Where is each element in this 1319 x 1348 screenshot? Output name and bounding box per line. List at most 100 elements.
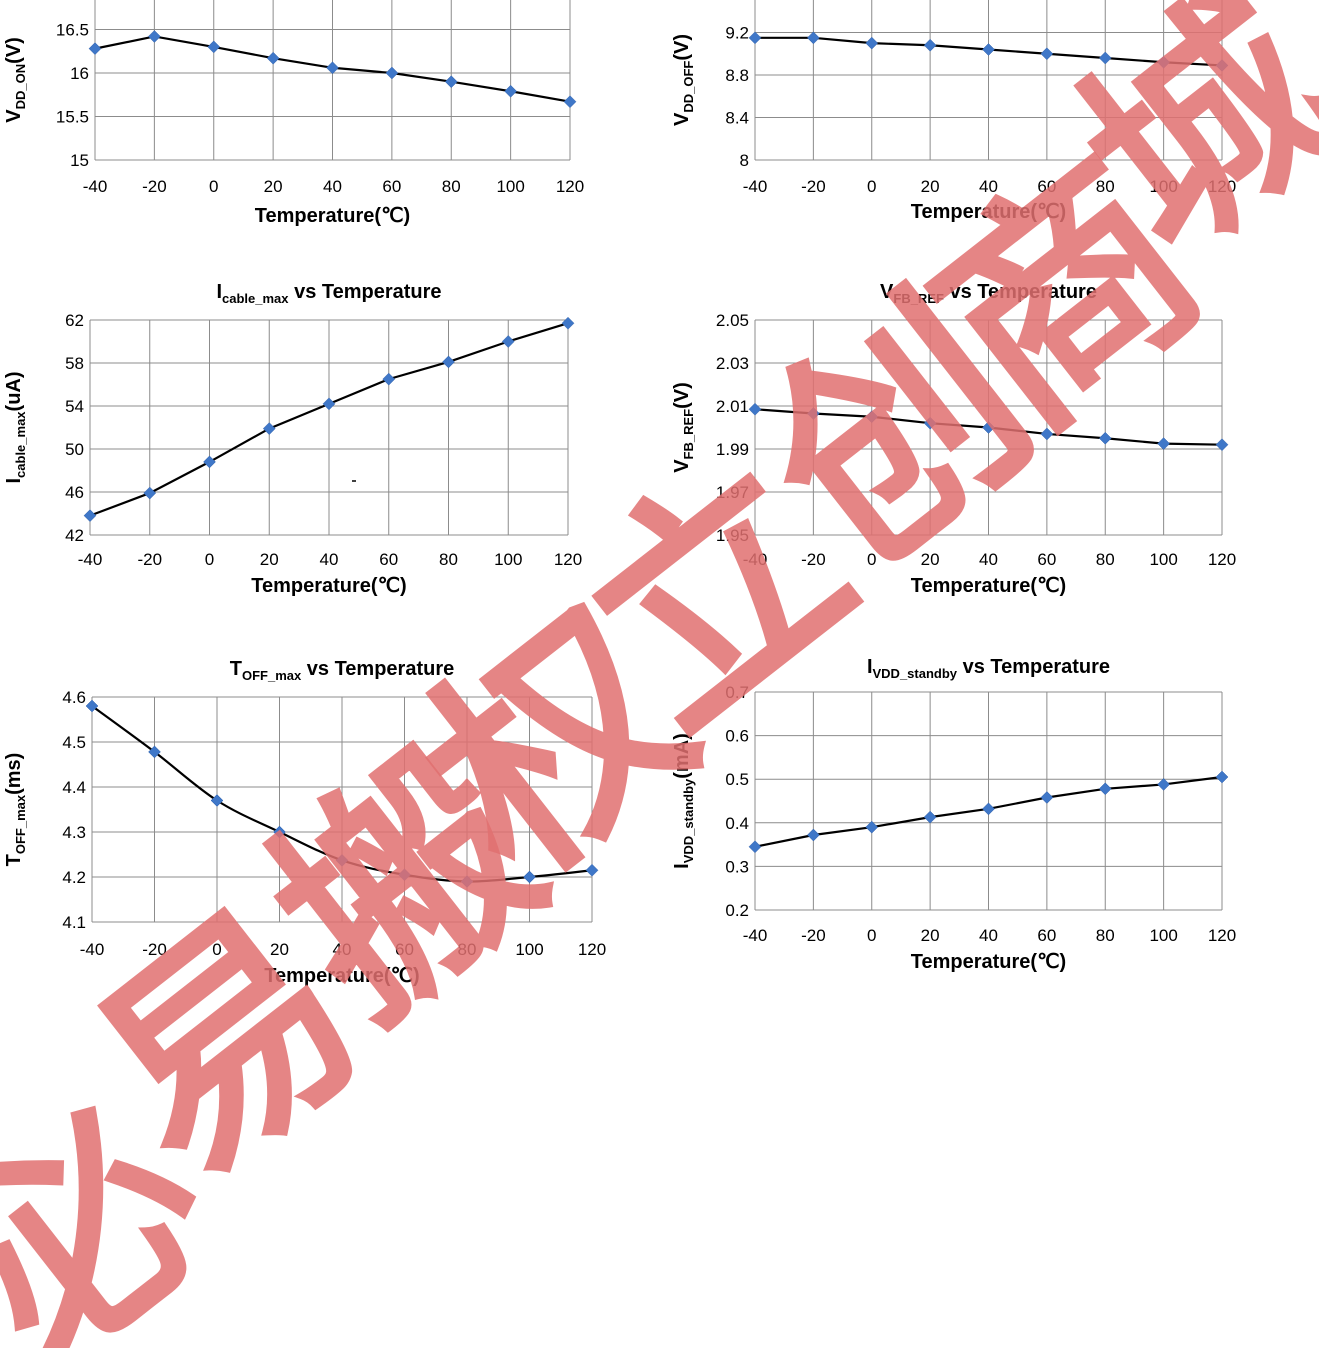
xtick-label: -20: [137, 550, 162, 569]
chart-title-sub: OFF_max: [242, 668, 302, 683]
ytick-label: 0.2: [725, 901, 749, 920]
data-point: [748, 402, 762, 416]
chart-2: 8 8.4 8.8 9.2 -40 -20 0 20 40 60 80 100 120 Temperatu…: [671, 0, 1236, 223]
xtick-label: 120: [1208, 926, 1236, 945]
y-axis-label-main: V: [671, 112, 693, 126]
xtick-label: 0: [867, 926, 876, 945]
ytick-label: 8: [740, 151, 749, 170]
data-point: [504, 84, 517, 98]
xtick-label: -40: [743, 177, 768, 196]
y-axis-label-tail: (mA): [671, 733, 693, 779]
xtick-label: 20: [270, 940, 289, 959]
xtick-label: 100: [515, 940, 543, 959]
ytick-label: 8.8: [725, 66, 749, 85]
xtick-label: 40: [333, 940, 352, 959]
ytick-label: 2.03: [716, 354, 749, 373]
data-point: [262, 422, 276, 435]
y-axis-label-tail: (V): [671, 382, 693, 409]
ytick-label: 0.7: [725, 683, 749, 702]
y-axis-label-main: V: [3, 109, 25, 123]
ytick-label: 46: [65, 483, 84, 502]
xtick-label: 0: [867, 177, 876, 196]
y-axis-label: Icable_max(uA): [3, 371, 28, 483]
xtick-label: 80: [439, 550, 458, 569]
data-point: [982, 421, 995, 434]
xtick-label: 20: [260, 550, 279, 569]
ytick-label: 54: [65, 397, 84, 416]
ytick-label: 0.6: [725, 727, 749, 746]
xtick-label: -20: [801, 177, 826, 196]
data-point: [1215, 770, 1229, 784]
ytick-label: 16.5: [56, 21, 89, 40]
x-axis-label: Temperature(℃): [264, 965, 419, 987]
xtick-label: 100: [1149, 177, 1177, 196]
y-axis-label-tail: (ms): [3, 753, 25, 795]
chart-title-main: I: [216, 281, 222, 303]
data-point: [148, 745, 161, 759]
y-axis-label-main: V: [671, 459, 693, 473]
x-axis-label: Temperature(℃): [911, 575, 1066, 597]
x-axis-label: Temperature(℃): [251, 575, 406, 597]
xtick-label: 120: [1208, 550, 1236, 569]
ytick-label: 9.2: [725, 24, 749, 43]
xtick-label: 0: [209, 177, 218, 196]
chart-title: TOFF_max vs Temperature: [230, 658, 455, 683]
data-point: [326, 61, 339, 75]
y-axis-label-sub: OFF_max: [13, 794, 28, 854]
xtick-label: 60: [1037, 550, 1056, 569]
xtick-label: 80: [1096, 926, 1115, 945]
chart-title: IVDD_standby vs Temperature: [867, 656, 1110, 681]
xtick-label: -20: [801, 926, 826, 945]
y-axis-label-sub: DD_OFF: [681, 61, 696, 113]
xtick-label: 60: [379, 550, 398, 569]
y-axis-label-tail: (V): [3, 37, 25, 64]
xtick-label: 0: [205, 550, 214, 569]
xtick-label: 60: [1037, 926, 1056, 945]
xtick-label: 40: [979, 550, 998, 569]
data-point: [982, 802, 995, 816]
data-point: [1098, 51, 1112, 65]
xtick-label: 40: [979, 926, 998, 945]
data-point: [807, 31, 820, 45]
xtick-label: 100: [496, 177, 524, 196]
data-point: [1040, 791, 1054, 804]
xtick-label: 100: [1149, 926, 1177, 945]
xtick-label: 20: [921, 926, 940, 945]
xtick-label: -40: [80, 940, 105, 959]
xtick-label: -20: [801, 550, 826, 569]
xtick-label: 20: [921, 550, 940, 569]
y-axis-label-sub: VDD_standby: [681, 778, 696, 863]
xtick-label: -20: [142, 940, 167, 959]
data-point: [83, 509, 97, 523]
data-point: [1157, 778, 1170, 791]
chart-title-sub: VDD_standby: [873, 666, 958, 681]
xtick-label: 60: [382, 177, 401, 196]
xtick-label: 0: [867, 550, 876, 569]
data-point: [1098, 782, 1112, 796]
data-point: [585, 863, 599, 877]
xtick-label: 120: [556, 177, 584, 196]
data-point: [923, 38, 937, 52]
xtick-label: 80: [1096, 177, 1115, 196]
data-point: [335, 853, 349, 867]
y-axis-label-tail: (V): [671, 34, 693, 61]
chart-4: 1.95 1.97 1.99 2.01 2.03 2.05 -40 -20 0 20 40 60 80 1…: [671, 281, 1236, 597]
y-axis-label-sub: FB_REF: [681, 409, 696, 460]
data-point: [382, 372, 396, 386]
y-axis-label-group: TOFF_max(ms): [3, 753, 28, 867]
ytick-label: 15.5: [56, 108, 89, 127]
xtick-label: 120: [1208, 177, 1236, 196]
xtick-label: -40: [743, 926, 768, 945]
data-point: [865, 410, 879, 424]
data-point: [923, 810, 937, 824]
data-point: [865, 36, 879, 50]
ytick-label: 4.1: [62, 913, 86, 932]
y-axis-label-main: I: [671, 863, 693, 869]
ytick-label: 4.3: [62, 823, 86, 842]
ytick-label: 50: [65, 440, 84, 459]
xtick-label: 120: [578, 940, 606, 959]
xtick-label: 40: [979, 177, 998, 196]
data-point: [1157, 55, 1170, 69]
chart-5: 4.1 4.2 4.3 4.4 4.5 4.6 -40 -20 0 20 40 60 80 100 120 T…: [3, 658, 606, 987]
data-point: [385, 66, 399, 80]
